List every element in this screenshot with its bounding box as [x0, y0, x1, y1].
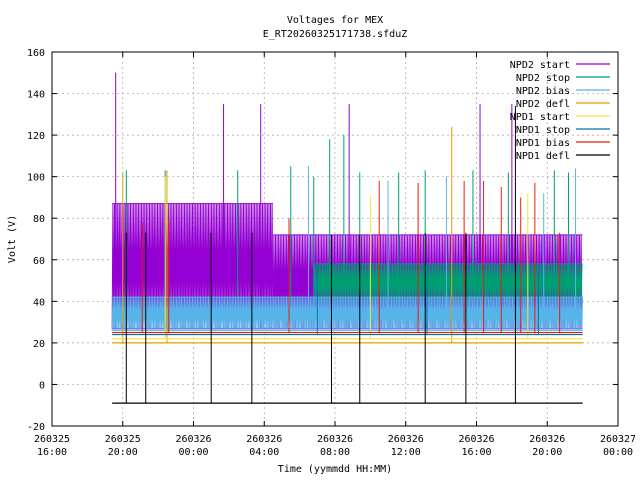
x-tick-label-time: 04:00	[249, 447, 279, 458]
y-tick-label: 100	[27, 173, 45, 184]
y-tick-label: 120	[27, 131, 45, 142]
y-axis-ticks: -20 0 20 40 60 80 100 120 140 160	[27, 48, 618, 433]
legend-label: NPD1 defl	[516, 151, 570, 162]
x-tick-label-date: 260326	[175, 434, 211, 445]
x-tick-label-time: 20:00	[532, 447, 562, 458]
x-tick-label-time: 12:00	[391, 447, 421, 458]
x-tick-label-date: 260326	[529, 434, 565, 445]
x-tick-label-date: 260326	[317, 434, 353, 445]
chart-subtitle: E_RT20260325171738.sfduZ	[263, 29, 408, 40]
legend-label: NPD1 bias	[516, 138, 570, 149]
legend-label: NPD2 stop	[516, 73, 570, 84]
legend-label: NPD2 bias	[516, 86, 570, 97]
y-tick-label: 20	[33, 339, 45, 350]
y-tick-label: 0	[39, 380, 45, 391]
x-tick-label-time: 00:00	[603, 447, 633, 458]
y-tick-label: 80	[33, 214, 45, 225]
series-npd2-defl	[112, 126, 583, 344]
legend: NPD2 start NPD2 stop NPD2 bias NPD2 defl NPD…	[510, 60, 610, 162]
x-axis-ticks: 260325 16:00 260325 20:00 260326 00:00 260326 0…	[34, 52, 636, 458]
x-tick-label-date: 260326	[458, 434, 494, 445]
x-tick-label-date: 260325	[34, 434, 70, 445]
chart-title: Voltages for MEX	[287, 15, 383, 26]
y-tick-label: 160	[27, 48, 45, 59]
y-axis-label: Volt (V)	[7, 215, 18, 263]
x-tick-label-date: 260327	[600, 434, 636, 445]
x-tick-label-time: 16:00	[37, 447, 67, 458]
x-tick-label-date: 260326	[388, 434, 424, 445]
x-tick-label-time: 00:00	[178, 447, 208, 458]
series-npd1-start	[112, 176, 583, 340]
y-tick-label: 60	[33, 256, 45, 267]
legend-label: NPD2 defl	[516, 99, 570, 110]
legend-label: NPD2 start	[510, 60, 570, 71]
y-tick-label: 140	[27, 90, 45, 101]
x-tick-label-time: 16:00	[461, 447, 491, 458]
x-tick-label-date: 260326	[246, 434, 282, 445]
legend-label: NPD1 stop	[516, 125, 570, 136]
series-npd2-bias	[111, 166, 584, 331]
series-layer	[111, 72, 584, 404]
series-npd1-defl	[112, 106, 583, 404]
series-band	[111, 297, 584, 331]
y-tick-label: 40	[33, 297, 45, 308]
x-axis-label: Time (yymmdd HH:MM)	[278, 464, 392, 475]
x-tick-label-time: 08:00	[320, 447, 350, 458]
series-band	[313, 263, 583, 302]
x-tick-label-time: 20:00	[108, 447, 138, 458]
x-tick-label-date: 260325	[105, 434, 141, 445]
series-npd1-stop	[112, 263, 583, 336]
series-npd1-bias	[112, 180, 583, 334]
y-tick-label: -20	[27, 422, 45, 433]
legend-label: NPD1 start	[510, 112, 570, 123]
